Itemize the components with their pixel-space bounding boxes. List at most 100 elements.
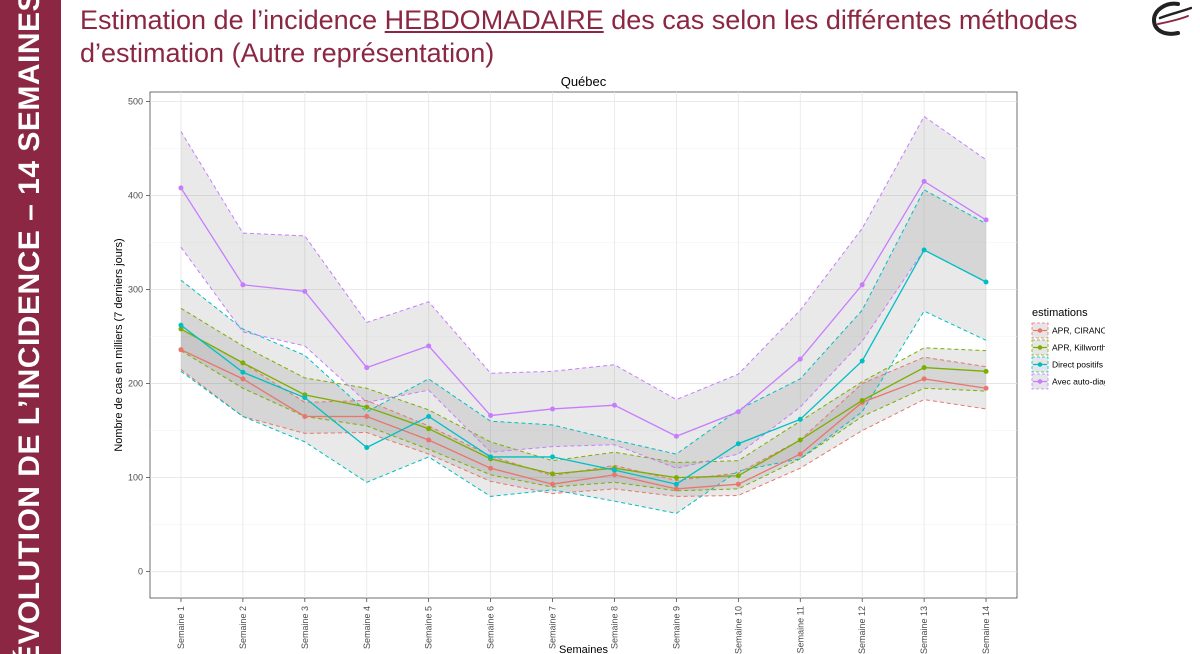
legend-label-3: Avec auto-diag.	[1052, 377, 1105, 387]
y-axis: 0 100 200 300 400 500	[128, 96, 150, 577]
data-point	[735, 441, 741, 447]
series-points	[178, 178, 989, 492]
title-part1: Estimation de l’incidence	[80, 5, 385, 35]
x-axis-title: Semaines	[559, 644, 608, 654]
data-point	[673, 475, 679, 481]
y-tick-label: 100	[128, 473, 143, 483]
band-bounds	[180, 115, 987, 514]
data-point	[178, 347, 184, 353]
data-point	[550, 406, 556, 412]
band-lower-2	[180, 310, 987, 514]
band-0	[180, 329, 987, 497]
data-point	[859, 282, 865, 288]
data-point	[240, 369, 246, 375]
x-tick-label: Semaine 9	[671, 606, 681, 649]
series-lines	[180, 180, 987, 490]
data-point	[426, 413, 432, 419]
data-point	[735, 481, 741, 487]
data-point	[673, 481, 679, 487]
side-band: ÉVOLUTION DE L’INCIDENCE – 14 SEMAINES	[0, 0, 61, 654]
legend-key-point-0	[1037, 328, 1043, 333]
band-upper-3	[180, 115, 987, 401]
data-point	[550, 471, 556, 477]
legend-label-2: Direct positifs	[1052, 360, 1103, 370]
data-point	[364, 365, 370, 371]
x-tick-label: Semaine 11	[795, 606, 805, 653]
legend-label-0: APR, CIRANO (2022)	[1052, 326, 1105, 336]
data-point	[488, 465, 494, 471]
data-point	[673, 433, 679, 439]
side-label: ÉVOLUTION DE L’INCIDENCE – 14 SEMAINES	[13, 0, 46, 654]
band-lower-3	[180, 246, 987, 469]
series-line-2	[180, 249, 987, 485]
legend-key-point-3	[1037, 379, 1043, 384]
data-point	[364, 413, 370, 419]
grid	[150, 92, 1017, 598]
data-point	[921, 178, 927, 184]
data-point	[364, 404, 370, 410]
data-point	[859, 358, 865, 364]
c-swoosh-logo-icon	[1151, 1, 1192, 36]
data-point	[983, 217, 989, 223]
y-tick-label: 400	[128, 190, 143, 200]
y-axis-title: Nombre de cas en milliers (7 derniers jo…	[113, 238, 125, 451]
x-tick-label: Semaine 1	[176, 606, 186, 649]
data-point	[611, 402, 617, 408]
title-emphasis: HEBDOMADAIRE	[384, 5, 604, 35]
y-tick-label: 300	[128, 285, 143, 295]
x-tick-label: Semaine 6	[486, 606, 496, 649]
data-point	[426, 343, 432, 349]
slide-title: Estimation de l’incidence HEBDOMADAIRE d…	[80, 4, 1130, 70]
band-2	[180, 189, 987, 514]
x-tick-label: Semaine 8	[609, 606, 619, 649]
data-point	[797, 416, 803, 422]
data-point	[735, 409, 741, 415]
x-tick-label: Semaine 4	[362, 606, 372, 649]
data-point	[178, 326, 184, 332]
data-point	[240, 282, 246, 288]
data-point	[550, 454, 556, 460]
data-point	[178, 185, 184, 191]
data-point	[859, 397, 865, 403]
x-axis: Semaine 1 Semaine 2 Semaine 3 Semaine 4 Sema…	[176, 598, 991, 654]
legend-label-1: APR, Killworth et al. (1998)	[1052, 343, 1105, 353]
data-point	[735, 473, 741, 479]
x-tick-label: Semaine 10	[733, 606, 743, 654]
data-point	[673, 486, 679, 492]
series-line-0	[180, 349, 987, 490]
x-tick-label: Semaine 7	[548, 606, 558, 649]
legend-title: estimations	[1032, 307, 1088, 319]
x-tick-label: Semaine 2	[238, 606, 248, 649]
series-line-3	[180, 180, 987, 437]
y-tick-label: 200	[128, 379, 143, 389]
series-line-1	[180, 328, 987, 479]
data-point	[983, 385, 989, 391]
x-tick-label: Semaine 13	[919, 606, 929, 654]
y-tick-label: 500	[128, 96, 143, 106]
data-point	[426, 426, 432, 432]
plot-panel	[149, 91, 1018, 599]
data-point	[364, 445, 370, 451]
x-tick-label: Semaine 3	[300, 606, 310, 649]
x-tick-label: Semaine 14	[981, 606, 991, 654]
data-point	[488, 413, 494, 419]
data-point	[983, 279, 989, 285]
data-point	[550, 481, 556, 487]
data-point	[983, 368, 989, 374]
data-point	[302, 395, 308, 401]
legend-key-point-2	[1037, 362, 1043, 367]
data-point	[797, 437, 803, 443]
band-upper-1	[180, 307, 987, 464]
band-lower-0	[180, 369, 987, 497]
data-point	[240, 360, 246, 366]
data-point	[921, 247, 927, 253]
data-point	[921, 365, 927, 371]
data-point	[488, 454, 494, 460]
data-point	[921, 376, 927, 382]
band-upper-2	[180, 189, 987, 455]
x-tick-label: Semaine 12	[857, 606, 867, 654]
data-point	[611, 467, 617, 473]
band-lower-1	[180, 350, 987, 492]
band-1	[180, 308, 987, 491]
